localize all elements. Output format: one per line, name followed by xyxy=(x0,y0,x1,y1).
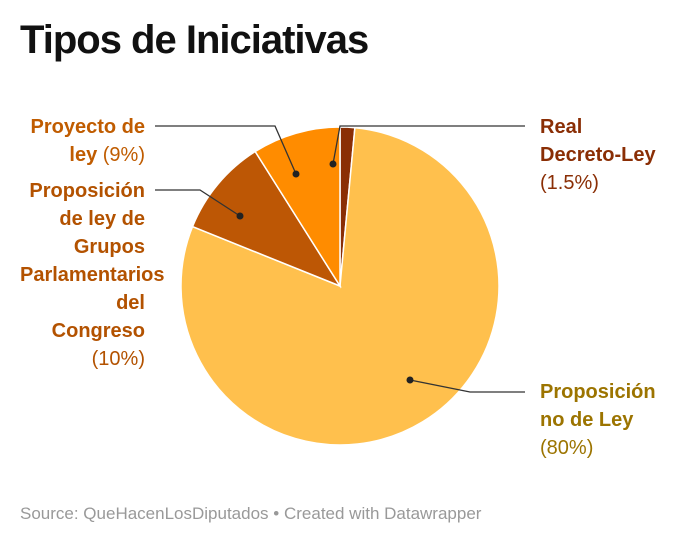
label-proposicion-grupos-pct: (10%) xyxy=(91,348,145,370)
leader-line xyxy=(155,189,241,217)
leader-line xyxy=(332,125,525,165)
footer-credit: Created with Datawrapper xyxy=(283,504,482,523)
label-proposicion-grupos: Proposición de ley de Grupos Parlamentar… xyxy=(20,177,165,373)
footer-source: Source: QueHacenLosDiputados xyxy=(20,504,269,523)
label-proposicion-no-de-ley-text: Proposición no de Ley xyxy=(540,381,656,431)
leader-dot xyxy=(329,160,337,168)
label-real-decreto-ley-text: Real Decreto-Ley xyxy=(540,116,656,166)
leader-dot xyxy=(236,212,244,220)
label-real-decreto-ley: Real Decreto-Ley (1.5%) xyxy=(540,113,665,197)
pie-slice xyxy=(254,126,341,289)
label-proyecto-de-ley-text: Proyecto de ley xyxy=(30,116,145,166)
label-proposicion-grupos-text: Proposición de ley de Grupos Parlamentar… xyxy=(20,180,165,342)
pie-slice xyxy=(191,150,342,288)
leader-line xyxy=(155,125,297,175)
leader-line xyxy=(409,379,525,393)
label-proposicion-no-de-ley-pct: (80%) xyxy=(540,437,594,459)
leader-dot xyxy=(406,376,414,384)
label-proposicion-no-de-ley: Proposición no de Ley (80%) xyxy=(540,378,665,462)
footer-separator: • xyxy=(273,504,280,523)
chart-title: Tipos de Iniciativas xyxy=(20,18,369,62)
label-real-decreto-ley-pct: (1.5%) xyxy=(540,172,599,194)
leader-dot xyxy=(292,170,300,178)
label-proyecto-de-ley-pct: (9%) xyxy=(102,144,145,166)
label-proyecto-de-ley: Proyecto de ley (9%) xyxy=(20,113,145,169)
footer: Source: QueHacenLosDiputados • Created w… xyxy=(20,504,481,524)
